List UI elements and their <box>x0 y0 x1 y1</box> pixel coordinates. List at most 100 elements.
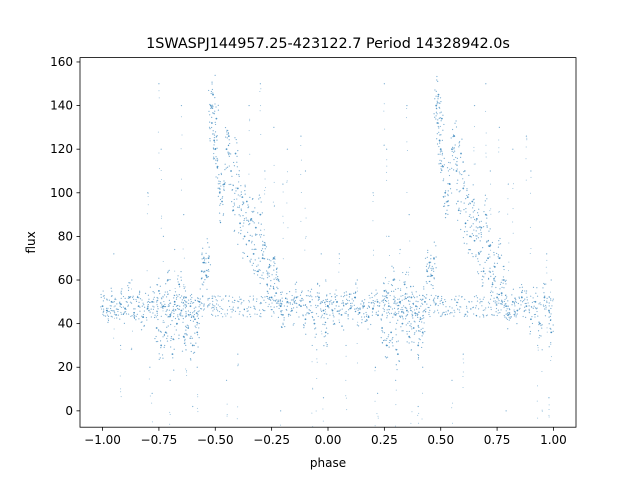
data-point <box>150 308 152 310</box>
data-point <box>450 137 452 139</box>
data-point <box>448 161 450 164</box>
data-point <box>208 304 210 306</box>
data-point <box>548 346 550 348</box>
data-point <box>211 83 213 85</box>
data-point <box>404 292 407 295</box>
data-point <box>458 309 460 311</box>
data-point <box>454 144 456 146</box>
data-point <box>111 290 113 292</box>
data-point <box>384 356 387 358</box>
data-point <box>372 192 374 194</box>
data-point <box>169 302 171 304</box>
data-point <box>405 324 407 326</box>
data-point <box>537 315 539 317</box>
data-point <box>357 325 360 327</box>
data-point <box>525 309 527 311</box>
data-point <box>542 304 545 306</box>
data-point <box>243 219 245 222</box>
data-point <box>320 253 322 255</box>
data-point <box>279 301 281 303</box>
data-point <box>295 289 297 291</box>
data-point <box>199 288 201 290</box>
data-point <box>242 257 244 259</box>
data-point <box>448 183 451 185</box>
data-point <box>218 174 220 176</box>
data-point <box>217 187 219 189</box>
data-point <box>460 210 462 212</box>
data-point <box>361 300 363 302</box>
data-point <box>127 289 130 291</box>
data-point <box>311 361 313 363</box>
data-point <box>211 88 213 91</box>
data-point <box>451 312 453 314</box>
data-point <box>186 369 188 371</box>
data-point <box>522 315 524 318</box>
data-point <box>536 310 538 313</box>
data-point <box>270 260 272 262</box>
data-point <box>215 136 218 138</box>
data-point <box>465 211 467 213</box>
data-point <box>100 306 102 308</box>
data-point <box>482 313 484 316</box>
data-point <box>131 347 133 349</box>
data-point <box>286 302 288 304</box>
data-point <box>217 183 219 185</box>
data-point <box>310 305 312 307</box>
data-point <box>375 313 377 315</box>
data-point <box>228 295 230 297</box>
data-point <box>193 302 195 304</box>
data-point <box>410 285 412 287</box>
data-point <box>503 300 506 303</box>
y-axis-label: flux <box>24 231 38 253</box>
data-point <box>273 306 275 308</box>
data-point <box>530 306 533 308</box>
data-point <box>247 310 249 312</box>
data-point <box>394 300 396 302</box>
data-point <box>279 299 281 302</box>
data-point <box>203 257 205 259</box>
data-point <box>263 278 265 280</box>
data-point <box>456 189 458 191</box>
data-point <box>515 314 517 316</box>
data-point <box>221 299 223 301</box>
data-point <box>231 175 233 177</box>
data-point <box>418 311 420 313</box>
data-point <box>287 315 290 317</box>
data-point <box>198 310 200 312</box>
x-tick-label: 1.00 <box>540 433 567 447</box>
data-point <box>236 418 238 420</box>
data-point <box>212 305 214 307</box>
data-point <box>388 235 390 237</box>
data-point <box>232 210 234 212</box>
data-point <box>155 327 158 329</box>
data-point <box>100 296 102 298</box>
data-point <box>382 331 384 333</box>
data-point <box>482 309 484 311</box>
data-point <box>311 315 313 318</box>
data-point <box>304 249 306 251</box>
data-point <box>356 362 358 364</box>
data-point <box>358 312 360 314</box>
data-point <box>190 359 192 361</box>
data-point <box>436 138 438 140</box>
data-point <box>440 111 442 113</box>
data-point <box>171 311 173 313</box>
data-point <box>506 296 508 298</box>
data-point <box>259 269 261 271</box>
data-point <box>246 219 248 221</box>
data-point <box>443 123 445 126</box>
data-point <box>411 411 413 413</box>
data-point <box>265 270 268 272</box>
data-point <box>248 301 250 303</box>
data-point <box>455 295 457 297</box>
data-point <box>326 313 328 315</box>
data-point <box>181 350 184 352</box>
data-point <box>210 122 213 124</box>
data-point <box>395 322 398 324</box>
data-point <box>388 280 390 282</box>
data-point <box>289 314 292 316</box>
data-point <box>373 194 375 196</box>
data-point <box>408 296 411 298</box>
data-point <box>161 304 163 306</box>
data-point <box>133 311 136 314</box>
